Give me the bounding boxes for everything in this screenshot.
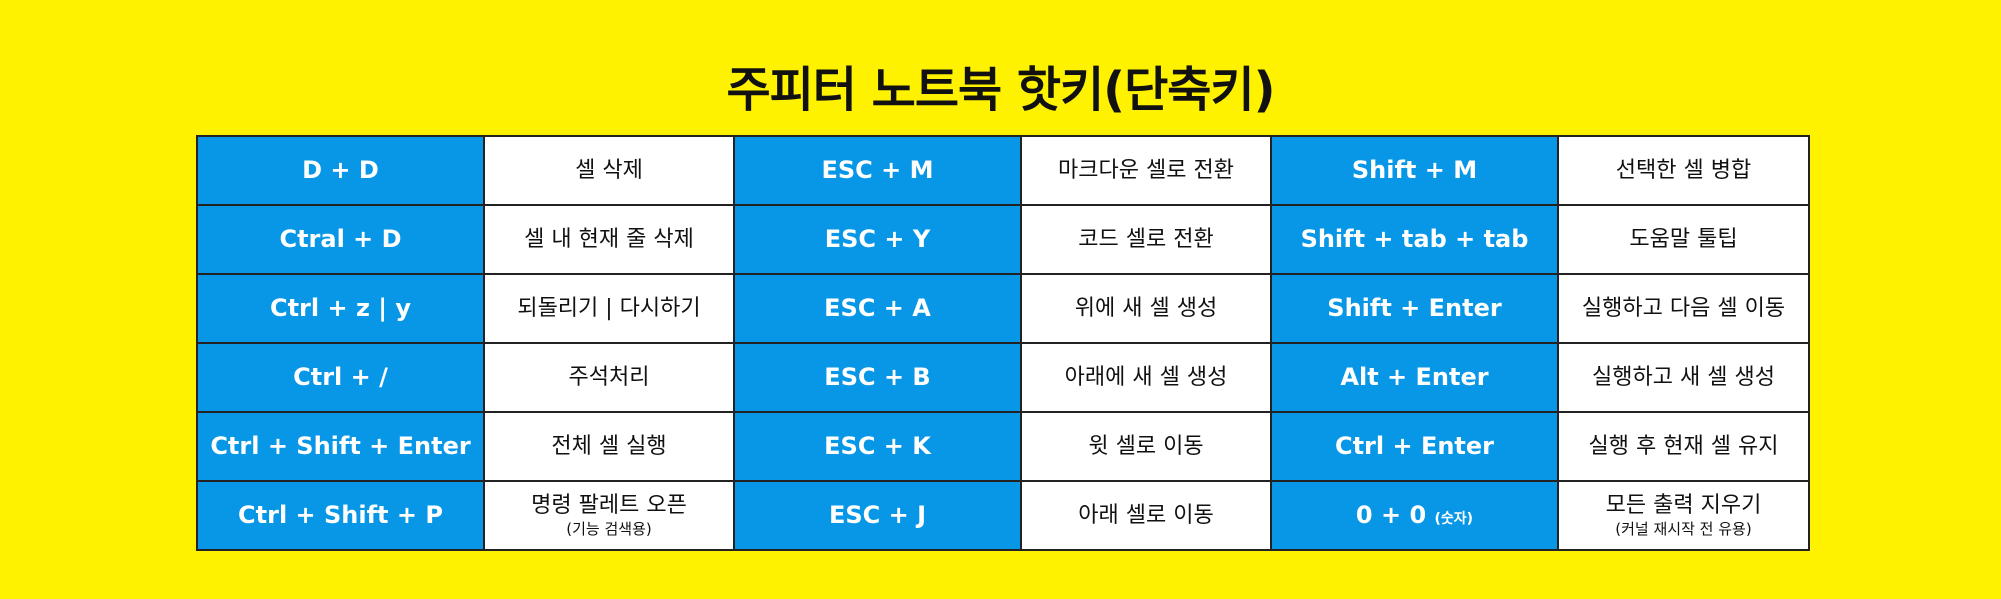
- hotkey-cell: Ctrl + Shift + Enter: [196, 411, 485, 482]
- hotkey-table: D + D 셀 삭제 ESC + M 마크다운 셀로 전환 Shift + M …: [196, 135, 1810, 551]
- description-note: (커널 재시작 전 유용): [1615, 519, 1752, 538]
- hotkey-cell: Ctrl + z | y: [196, 273, 485, 344]
- description-cell: 실행하고 새 셀 생성: [1557, 342, 1810, 413]
- hotkey-cell: D + D: [196, 135, 485, 206]
- hotkey-cell: 0 + 0 (숫자): [1270, 480, 1559, 551]
- table-row: D + D 셀 삭제 ESC + M 마크다운 셀로 전환 Shift + M …: [196, 135, 1810, 206]
- description-cell: 마크다운 셀로 전환: [1020, 135, 1272, 206]
- description-cell: 실행하고 다음 셀 이동: [1557, 273, 1810, 344]
- table-row: Ctrl + Shift + Enter 전체 셀 실행 ESC + K 윗 셀…: [196, 411, 1810, 482]
- description-cell: 위에 새 셀 생성: [1020, 273, 1272, 344]
- description-cell: 전체 셀 실행: [483, 411, 735, 482]
- hotkey-cell: ESC + M: [733, 135, 1022, 206]
- hotkey-note: (숫자): [1434, 510, 1474, 527]
- description-cell: 실행 후 현재 셀 유지: [1557, 411, 1810, 482]
- description-cell: 아래 셀로 이동: [1020, 480, 1272, 551]
- hotkey-cell: ESC + K: [733, 411, 1022, 482]
- description-cell: 셀 삭제: [483, 135, 735, 206]
- table-row: Ctrl + z | y 되돌리기 | 다시하기 ESC + A 위에 새 셀 …: [196, 273, 1810, 344]
- description-cell: 윗 셀로 이동: [1020, 411, 1272, 482]
- hotkey-cell: ESC + J: [733, 480, 1022, 551]
- description-cell: 아래에 새 셀 생성: [1020, 342, 1272, 413]
- description-cell: 명령 팔레트 오픈 (기능 검색용): [483, 480, 735, 551]
- hotkey-cell: Shift + M: [1270, 135, 1559, 206]
- hotkey-cell: Shift + tab + tab: [1270, 204, 1559, 275]
- hotkey-cell: ESC + Y: [733, 204, 1022, 275]
- description-main: 모든 출력 지우기: [1605, 493, 1762, 519]
- description-note: (기능 검색용): [566, 519, 652, 538]
- description-cell: 셀 내 현재 줄 삭제: [483, 204, 735, 275]
- hotkey-cell: Ctral + D: [196, 204, 485, 275]
- description-cell: 선택한 셀 병합: [1557, 135, 1810, 206]
- page-title: 주피터 노트북 핫키(단축키): [726, 62, 1275, 118]
- table-row: Ctral + D 셀 내 현재 줄 삭제 ESC + Y 코드 셀로 전환 S…: [196, 204, 1810, 275]
- hotkey-cell: ESC + A: [733, 273, 1022, 344]
- description-cell: 코드 셀로 전환: [1020, 204, 1272, 275]
- hotkey-cell: Ctrl + Shift + P: [196, 480, 485, 551]
- hotkey-label: 0 + 0: [1355, 500, 1427, 529]
- hotkey-cell: ESC + B: [733, 342, 1022, 413]
- table-row: Ctrl + Shift + P 명령 팔레트 오픈 (기능 검색용) ESC …: [196, 480, 1810, 551]
- hotkey-cell: Alt + Enter: [1270, 342, 1559, 413]
- description-cell: 되돌리기 | 다시하기: [483, 273, 735, 344]
- description-main: 명령 팔레트 오픈: [531, 493, 687, 519]
- hotkey-cell: Ctrl + Enter: [1270, 411, 1559, 482]
- description-cell: 모든 출력 지우기 (커널 재시작 전 유용): [1557, 480, 1810, 551]
- hotkey-cell: Ctrl + /: [196, 342, 485, 413]
- description-cell: 도움말 툴팁: [1557, 204, 1810, 275]
- table-row: Ctrl + / 주석처리 ESC + B 아래에 새 셀 생성 Alt + E…: [196, 342, 1810, 413]
- hotkey-cell: Shift + Enter: [1270, 273, 1559, 344]
- description-cell: 주석처리: [483, 342, 735, 413]
